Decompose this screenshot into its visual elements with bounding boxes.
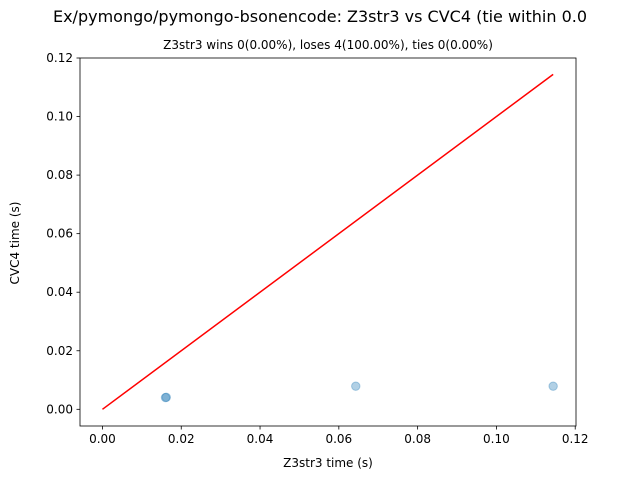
x-tick-label: 0.06	[325, 432, 352, 446]
plot-frame	[79, 57, 577, 427]
data-point	[161, 392, 171, 403]
x-tick-label: 0.08	[404, 432, 431, 446]
y-tick-label: 0.12	[46, 51, 73, 65]
y-tick-label: 0.00	[46, 402, 73, 416]
x-tick-label: 0.00	[89, 432, 116, 446]
x-tick-label: 0.10	[483, 432, 510, 446]
plot-area: 0.00 0.02 0.04 0.06 0.08 0.10 0.12 0.00 0.02 0.04…	[46, 51, 588, 446]
chart-subtitle: Z3str3 wins 0(0.00%), loses 4(100.00%), …	[163, 38, 493, 52]
data-point	[160, 392, 171, 403]
y-tick-label: 0.08	[46, 168, 73, 182]
chart-title: Ex/pymongo/pymongo-bsonencode: Z3str3 vs…	[53, 7, 587, 26]
x-tick-label: 0.02	[168, 432, 195, 446]
x-tick-label: 0.12	[562, 432, 589, 446]
y-axis-label: CVC4 time (s)	[8, 202, 22, 285]
data-point	[351, 381, 361, 391]
x-tick-label: 0.04	[247, 432, 274, 446]
y-tick-label: 0.04	[46, 285, 73, 299]
y-tick-label: 0.06	[46, 227, 73, 241]
y-tick-label: 0.02	[46, 344, 73, 358]
data-point	[548, 381, 558, 391]
x-axis-label: Z3str3 time (s)	[283, 456, 373, 470]
y-tick-label: 0.10	[46, 110, 73, 124]
diagonal-line	[102, 73, 554, 410]
